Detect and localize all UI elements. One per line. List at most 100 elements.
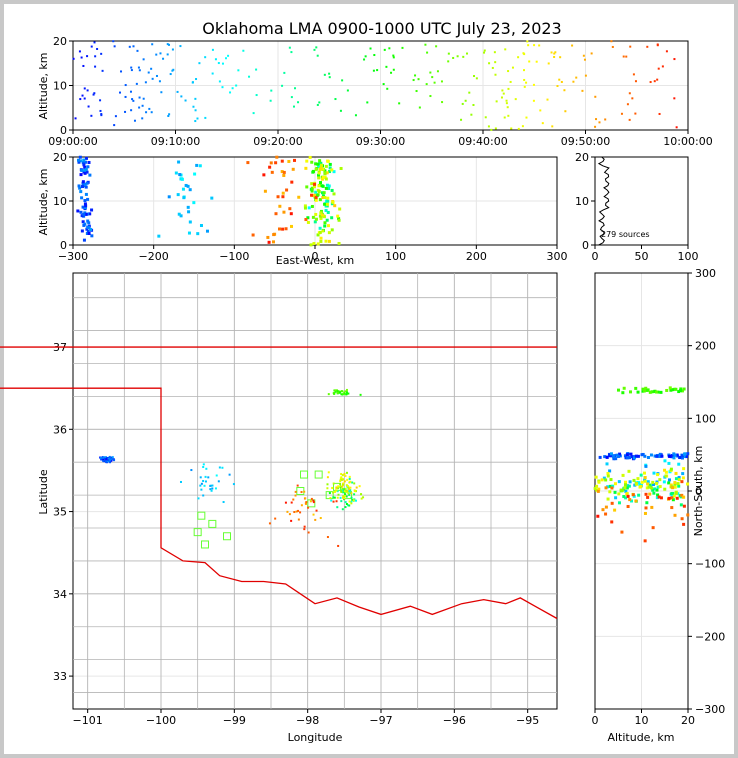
- source-point: [337, 544, 340, 547]
- source-point: [388, 47, 391, 50]
- source-point: [398, 102, 401, 105]
- source-point: [270, 170, 274, 174]
- source-point: [300, 491, 303, 494]
- source-point: [319, 181, 323, 185]
- source-point: [501, 89, 504, 92]
- source-point: [680, 456, 684, 460]
- source-point: [682, 522, 686, 526]
- source-point: [332, 500, 335, 503]
- source-point: [81, 180, 85, 184]
- source-point: [622, 495, 626, 499]
- source-point: [294, 494, 297, 497]
- source-point: [671, 388, 675, 392]
- source-point: [662, 480, 666, 484]
- source-point: [509, 80, 512, 83]
- source-point: [84, 212, 88, 216]
- source-point: [532, 99, 535, 102]
- source-point: [337, 493, 340, 496]
- source-point: [505, 99, 508, 102]
- source-point: [158, 80, 161, 83]
- altitude-time-panel: 09:00:00 09:10:00 09:20:00 09:30:00 09:40:00…: [48, 35, 712, 148]
- source-point: [316, 233, 320, 237]
- source-point: [647, 485, 651, 489]
- source-point: [344, 501, 347, 504]
- source-point: [349, 486, 352, 489]
- source-point: [207, 476, 210, 479]
- source-point: [204, 116, 207, 119]
- source-point: [168, 113, 171, 116]
- source-point: [670, 454, 674, 458]
- source-point: [324, 186, 328, 190]
- source-point: [564, 110, 567, 113]
- source-point: [155, 74, 158, 77]
- source-point: [199, 476, 202, 479]
- source-point: [431, 76, 434, 79]
- source-point: [510, 127, 513, 130]
- source-point: [665, 388, 669, 392]
- source-point: [392, 54, 395, 57]
- source-point: [306, 220, 310, 224]
- source-point: [677, 478, 681, 482]
- source-point: [74, 117, 77, 120]
- source-point: [470, 113, 473, 116]
- source-point: [300, 504, 303, 507]
- source-point: [319, 236, 323, 240]
- source-point: [85, 227, 89, 231]
- source-point: [322, 215, 326, 219]
- source-point: [622, 386, 626, 390]
- source-point: [547, 62, 550, 65]
- source-point: [632, 494, 636, 498]
- y-tick-label: 0: [582, 239, 589, 252]
- source-point: [137, 66, 140, 69]
- source-point: [625, 492, 629, 496]
- source-point: [462, 55, 465, 58]
- source-point: [415, 90, 418, 93]
- source-point: [538, 44, 541, 47]
- source-point: [190, 469, 193, 472]
- source-point: [340, 476, 343, 479]
- source-point: [199, 224, 203, 228]
- source-point: [663, 487, 667, 491]
- source-point: [326, 199, 330, 203]
- source-point: [211, 72, 214, 75]
- source-point: [550, 51, 553, 54]
- source-point: [187, 231, 191, 235]
- source-point: [611, 45, 614, 48]
- x-tick-label: 0: [592, 250, 599, 263]
- source-point: [84, 192, 88, 196]
- source-point: [204, 475, 207, 478]
- source-point: [324, 208, 328, 212]
- source-point: [640, 480, 644, 484]
- source-point: [659, 390, 663, 394]
- source-point: [651, 483, 655, 487]
- source-point: [284, 227, 288, 231]
- source-point: [77, 184, 81, 188]
- y-tick-label: −100: [695, 558, 725, 571]
- source-point: [629, 452, 633, 456]
- source-point: [100, 114, 103, 117]
- source-point: [392, 56, 395, 59]
- source-point: [82, 163, 86, 167]
- source-point: [637, 493, 641, 497]
- source-point: [119, 91, 122, 94]
- source-point: [330, 188, 334, 192]
- source-point: [281, 84, 284, 87]
- source-point: [426, 51, 429, 54]
- source-point: [338, 391, 341, 394]
- y-tick-label: −200: [695, 630, 725, 643]
- source-point: [331, 486, 334, 489]
- source-point: [681, 495, 685, 499]
- source-point: [656, 493, 660, 497]
- source-point: [303, 206, 307, 210]
- source-point: [317, 171, 321, 175]
- y-tick-label: −300: [695, 703, 725, 716]
- source-point: [319, 239, 323, 243]
- source-point: [328, 492, 331, 495]
- y-tick-label: 33: [53, 670, 67, 683]
- source-point: [350, 502, 353, 505]
- y-tick-label: 300: [695, 267, 716, 280]
- source-point: [198, 164, 202, 168]
- source-point: [312, 185, 316, 189]
- source-point: [617, 492, 621, 496]
- source-point: [663, 459, 667, 463]
